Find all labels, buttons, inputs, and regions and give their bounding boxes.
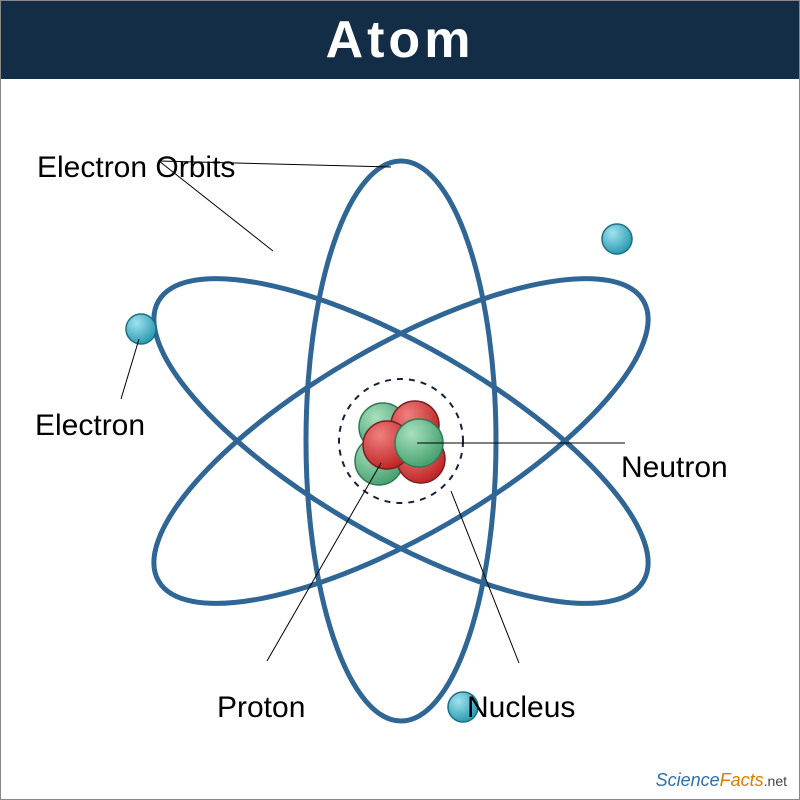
label-electron: Electron bbox=[35, 409, 145, 443]
label-electron-orbits: Electron Orbits bbox=[37, 151, 235, 185]
leader-line bbox=[267, 463, 381, 661]
attribution: ScienceFacts.net bbox=[656, 770, 787, 791]
label-neutron: Neutron bbox=[621, 451, 728, 485]
atom-svg bbox=[1, 1, 800, 800]
label-proton: Proton bbox=[217, 691, 305, 725]
electron bbox=[126, 314, 156, 344]
attribution-tld: .net bbox=[764, 773, 787, 789]
label-nucleus: Nucleus bbox=[467, 691, 575, 725]
nucleus-group bbox=[339, 379, 463, 503]
attribution-facts: Facts bbox=[720, 770, 764, 790]
atom-diagram-container: { "title": "Atom", "header": { "backgrou… bbox=[0, 0, 800, 800]
leader-line bbox=[121, 339, 139, 399]
electron bbox=[602, 224, 632, 254]
attribution-science: Science bbox=[656, 770, 720, 790]
